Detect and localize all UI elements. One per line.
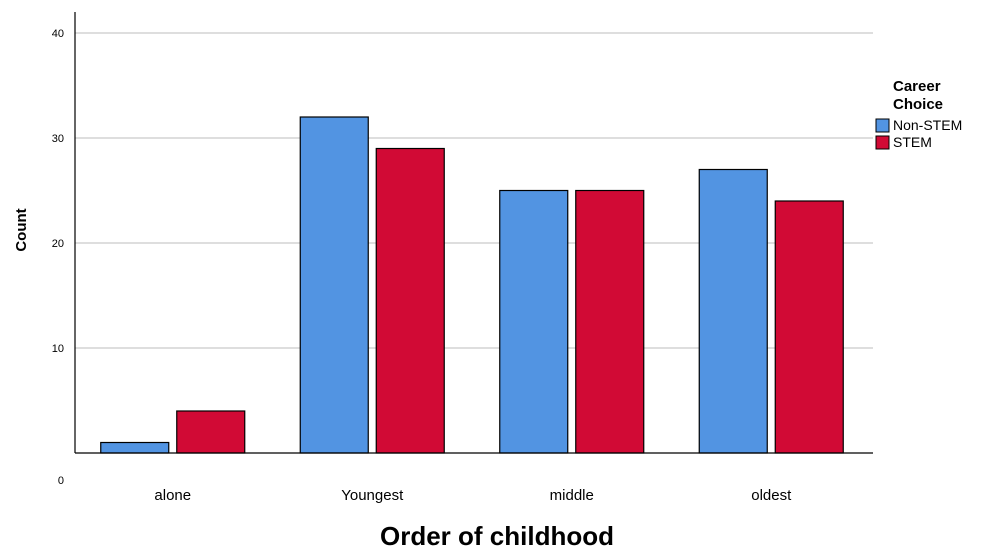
bar-stem-middle [575,189,645,454]
x-category-label: oldest [751,487,792,504]
legend-swatch [875,118,890,133]
x-category-label: middle [550,487,594,504]
y-tick-label: 20 [52,238,64,250]
bar-stem-alone [176,410,246,454]
y-tick-labels: 0 10 20 30 40 [52,28,64,487]
bar-non-stem-youngest [299,116,369,454]
x-axis-title: Order of childhood [380,521,614,548]
legend-title-line-1: Career [893,78,941,95]
bar-non-stem-oldest [698,168,768,454]
axes [74,12,873,454]
bar-non-stem-alone [100,441,170,454]
legend-swatch [875,135,890,150]
legend-label: STEM [893,134,932,150]
y-tick-label: 30 [52,133,64,145]
x-category-label: alone [154,487,191,504]
legend-title-line-2: Choice [893,96,943,113]
y-tick-label: 10 [52,343,64,355]
bar-stem-oldest [774,200,844,454]
y-axis-title: Count [13,208,30,251]
bar-stem-youngest [375,147,445,454]
y-tick-label: 0 [58,475,64,487]
x-category-label: Youngest [341,487,404,504]
y-tick-label: 40 [52,28,64,40]
bar-non-stem-middle [499,189,569,454]
legend-label: Non-STEM [893,117,962,133]
bars [100,116,844,454]
x-category-labels: alone Youngest middle oldest [154,487,792,504]
